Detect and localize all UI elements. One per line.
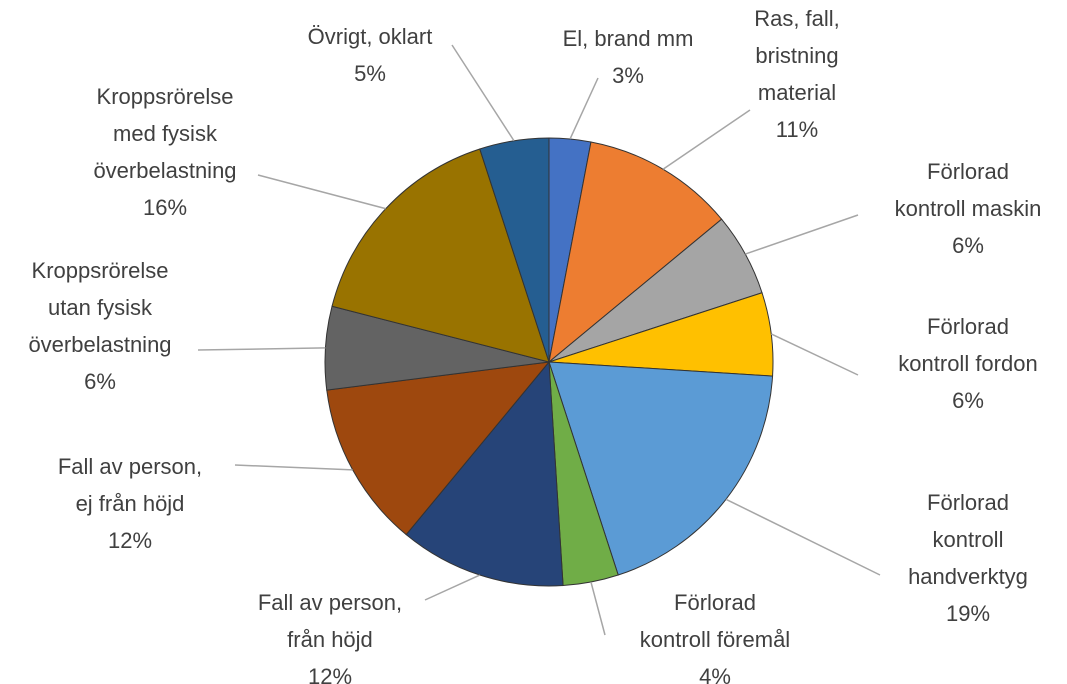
pie-slice <box>331 148 550 363</box>
value-label: 12% <box>107 528 153 553</box>
category-label: Förlorad kontroll handverktyg <box>908 490 1028 589</box>
leader-line <box>234 464 353 471</box>
category-label: El, brand mm <box>562 26 694 51</box>
data-label: Kroppsrörelse utan fysisk överbelastning… <box>28 252 171 400</box>
value-label: 16% <box>142 195 188 220</box>
value-label: 11% <box>775 117 819 142</box>
data-label: Fall av person, ej från höjd 12% <box>58 448 202 559</box>
category-label: Fall av person, från höjd <box>257 590 403 652</box>
value-label: 4% <box>699 664 731 684</box>
category-label: Övrigt, oklart <box>307 24 433 49</box>
category-label: Fall av person, ej från höjd <box>57 454 203 516</box>
leader-line <box>424 574 481 601</box>
leader-line <box>662 109 751 170</box>
leader-line <box>257 174 386 210</box>
value-label: 6% <box>84 369 116 394</box>
value-label: 12% <box>307 664 353 684</box>
value-label: 5% <box>354 61 386 86</box>
leader-line <box>451 44 515 142</box>
category-label: Kroppsrörelse utan fysisk överbelastning <box>28 258 172 357</box>
value-label: 6% <box>952 233 984 258</box>
data-label: El, brand mm 3% <box>563 20 694 94</box>
leader-line <box>770 333 859 376</box>
leader-line <box>745 214 859 255</box>
category-label: Förlorad kontroll maskin <box>894 159 1042 221</box>
value-label: 19% <box>945 601 991 626</box>
data-label: Förlorad kontroll föremål 4% <box>640 584 790 684</box>
data-label: Förlorad kontroll fordon 6% <box>898 308 1037 419</box>
value-label: 3% <box>612 63 644 88</box>
category-label: Ras, fall, bristning material <box>754 6 840 105</box>
data-label: Ras, fall, bristning material 11% <box>754 0 840 148</box>
leader-line <box>590 581 606 636</box>
category-label: Kroppsrörelse med fysisk överbelastning <box>93 84 237 183</box>
category-label: Förlorad kontroll fordon <box>898 314 1038 376</box>
leader-line <box>569 77 599 140</box>
category-label: Förlorad kontroll föremål <box>639 590 791 652</box>
leader-line <box>197 347 326 351</box>
leader-line <box>725 498 881 576</box>
data-label: Kroppsrörelse med fysisk överbelastning 1… <box>93 78 236 226</box>
value-label: 6% <box>952 388 984 413</box>
data-label: Förlorad kontroll handverktyg 19% <box>908 484 1028 632</box>
data-label: Förlorad kontroll maskin 6% <box>895 153 1042 264</box>
data-label: Fall av person, från höjd 12% <box>258 584 402 684</box>
data-label: Övrigt, oklart 5% <box>308 18 433 92</box>
pie-slice <box>548 141 723 364</box>
